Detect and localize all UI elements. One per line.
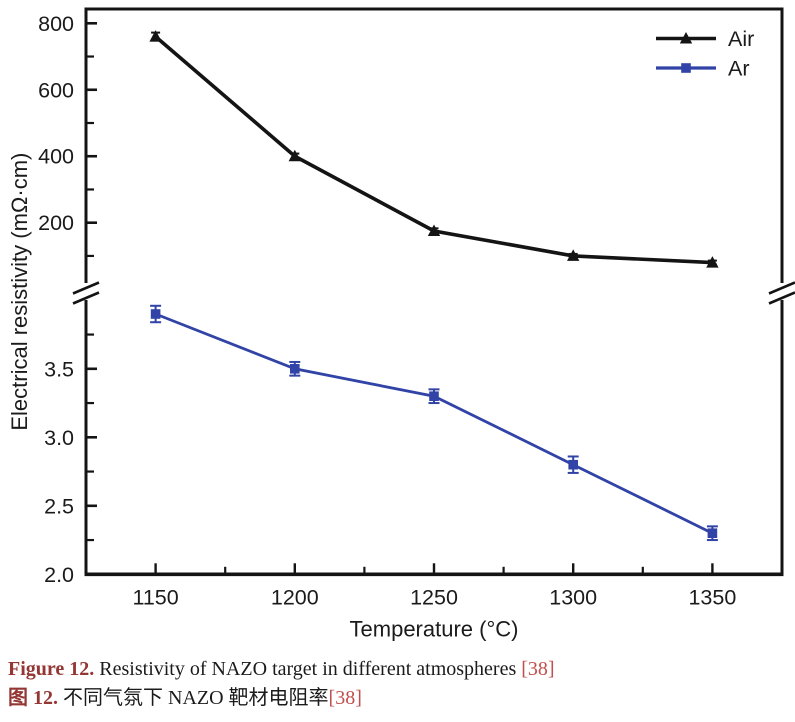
caption-zh-label: 图 12.: [8, 687, 58, 709]
series-ar: [150, 304, 718, 542]
caption-zh-ref: [38]: [328, 687, 362, 709]
y-tick-label: 2.0: [44, 563, 74, 587]
figure-caption: Figure 12. Resistivity of NAZO target in…: [8, 655, 788, 713]
legend-label-ar: Ar: [728, 57, 750, 81]
y-axis-break-mark: [72, 281, 100, 295]
ar-marker-square: [290, 364, 300, 374]
axis-ticks: [87, 21, 714, 576]
air-marker-triangle: [706, 256, 719, 268]
y-tick-label: 2.5: [44, 494, 74, 518]
air-marker-triangle: [149, 30, 162, 42]
line-chart-canvas: 1150 1200 1250 1300 1350 800 600 400 200 3.5 3.0 2.…: [7, 7, 795, 641]
caption-en-text: Resistivity of NAZO target in different …: [99, 658, 517, 680]
x-axis-title: Temperature (°C): [350, 616, 519, 641]
caption-chinese: 图 12. 不同气氛下 NAZO 靶材电阻率[38]: [8, 684, 788, 713]
series-air: [149, 30, 719, 268]
air-marker-triangle: [427, 224, 441, 237]
caption-zh-text: 不同气氛下 NAZO 靶材电阻率: [63, 687, 329, 709]
y-tick-label: 800: [38, 12, 74, 36]
ar-marker-square: [681, 63, 691, 73]
y-tick-label: 3.5: [44, 357, 74, 381]
ar-marker-square: [429, 391, 439, 401]
x-tick-label: 1150: [132, 585, 178, 609]
x-tick-label: 1300: [549, 585, 597, 609]
caption-english: Figure 12. Resistivity of NAZO target in…: [8, 655, 788, 684]
series-line-ar: [155, 312, 714, 535]
legend: Air Ar: [656, 27, 754, 81]
legend-label-air: Air: [728, 27, 754, 51]
caption-en-ref: [38]: [521, 658, 555, 680]
air-marker-triangle: [567, 249, 580, 261]
x-tick-label: 1250: [410, 585, 458, 609]
ar-marker-square: [150, 309, 161, 319]
x-tick-label: 1200: [271, 585, 319, 609]
y-tick-label: 3.0: [44, 426, 74, 450]
right-axis-break-mark: [768, 281, 795, 295]
axis-tick-labels: 1150 1200 1250 1300 1350 800 600 400 200 3.5 3.0 2.…: [38, 12, 736, 609]
right-axis-break-mark: [768, 291, 795, 305]
ar-marker-square: [707, 528, 718, 538]
air-marker-triangle: [679, 32, 693, 44]
y-tick-label: 200: [38, 211, 74, 235]
y-tick-label: 400: [38, 145, 74, 169]
y-axis-break-mark: [72, 291, 100, 305]
x-tick-label: 1350: [688, 585, 736, 609]
air-marker-triangle: [288, 149, 301, 162]
y-tick-label: 600: [38, 78, 74, 102]
plot-frame: [72, 7, 795, 577]
resistivity-chart: 1150 1200 1250 1300 1350 800 600 400 200 3.5 3.0 2.…: [7, 7, 795, 641]
ar-marker-square: [568, 459, 578, 470]
caption-en-label: Figure 12.: [8, 658, 95, 680]
y-axis-title: Electrical resistivity (mΩ·cm): [7, 153, 32, 431]
